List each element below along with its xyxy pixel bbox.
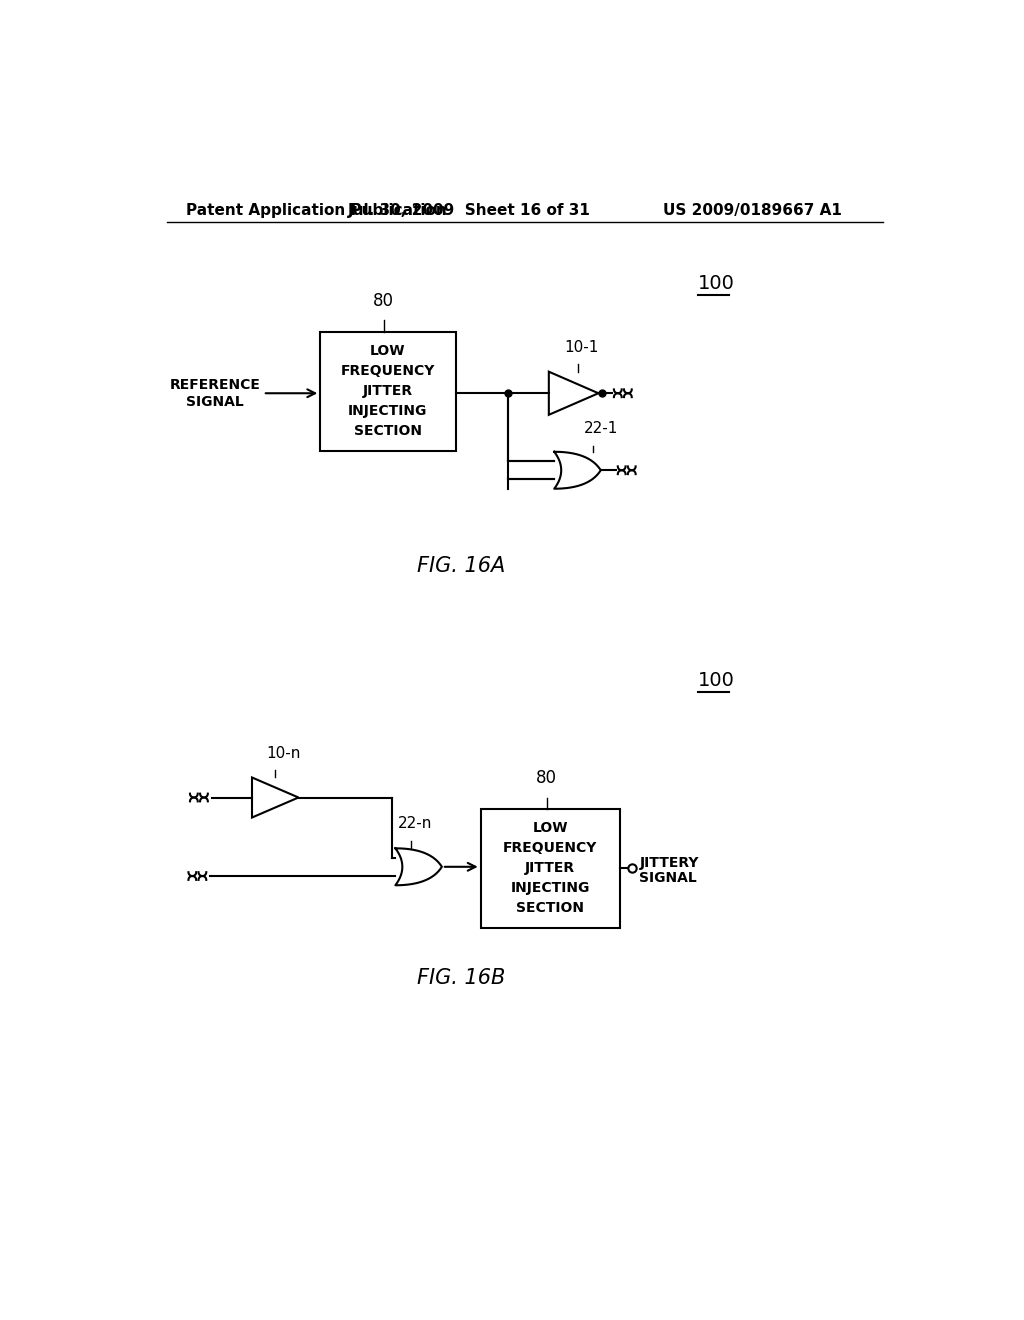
Text: FREQUENCY: FREQUENCY <box>503 841 598 855</box>
Text: REFERENCE: REFERENCE <box>169 378 260 392</box>
Text: SIGNAL: SIGNAL <box>186 395 244 409</box>
Text: FREQUENCY: FREQUENCY <box>340 364 435 378</box>
Text: JITTER: JITTER <box>525 862 575 875</box>
Text: Patent Application Publication: Patent Application Publication <box>186 203 446 218</box>
Text: 22-1: 22-1 <box>584 421 617 437</box>
Text: SIGNAL: SIGNAL <box>640 871 697 886</box>
Text: FIG. 16B: FIG. 16B <box>417 969 506 989</box>
Text: 100: 100 <box>697 671 734 689</box>
Text: SECTION: SECTION <box>516 902 585 915</box>
Bar <box>480 809 621 928</box>
Text: INJECTING: INJECTING <box>511 882 590 895</box>
Text: 22-n: 22-n <box>397 816 432 832</box>
Text: 10-n: 10-n <box>266 746 300 760</box>
Bar <box>321 331 456 451</box>
Text: US 2009/0189667 A1: US 2009/0189667 A1 <box>663 203 842 218</box>
Text: SECTION: SECTION <box>353 424 422 438</box>
Text: Jul. 30, 2009  Sheet 16 of 31: Jul. 30, 2009 Sheet 16 of 31 <box>347 203 591 218</box>
Text: 100: 100 <box>697 275 734 293</box>
Text: FIG. 16A: FIG. 16A <box>417 557 506 577</box>
Text: LOW: LOW <box>370 345 406 358</box>
Text: 80: 80 <box>536 770 557 788</box>
Text: LOW: LOW <box>532 821 568 836</box>
Text: 80: 80 <box>374 292 394 310</box>
Text: INJECTING: INJECTING <box>348 404 427 418</box>
Text: JITTERY: JITTERY <box>640 855 699 870</box>
Text: 10-1: 10-1 <box>564 339 599 355</box>
Text: JITTER: JITTER <box>362 384 413 397</box>
